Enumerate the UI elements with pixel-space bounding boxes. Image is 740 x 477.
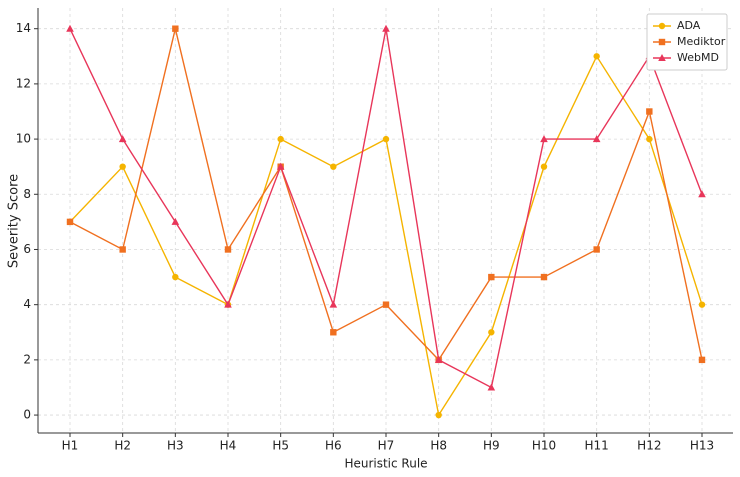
marker [658, 54, 666, 61]
marker [434, 355, 443, 363]
marker [658, 38, 666, 46]
marker [487, 383, 496, 391]
marker [698, 356, 706, 364]
legend-label: WebMD [677, 51, 719, 64]
marker [540, 135, 548, 143]
x-tick-label: H4 [220, 439, 237, 453]
marker [698, 301, 706, 308]
marker [224, 246, 232, 253]
y-tick-label: 6 [23, 242, 31, 256]
x-tick-label: H1 [62, 439, 79, 453]
x-tick-label: H6 [325, 439, 342, 453]
y-tick-label: 14 [16, 21, 31, 35]
x-tick-label: H7 [378, 439, 395, 453]
marker [382, 135, 390, 143]
x-tick-label: H9 [483, 439, 500, 453]
marker [435, 411, 442, 419]
marker [646, 135, 653, 143]
marker [593, 53, 600, 60]
y-tick-label: 10 [16, 132, 31, 146]
marker [540, 163, 548, 170]
x-tick-label: H8 [430, 439, 447, 453]
marker [488, 273, 495, 281]
marker [329, 300, 338, 308]
marker [646, 108, 653, 115]
marker [540, 273, 548, 281]
y-tick-label: 12 [16, 76, 31, 90]
x-tick-label: H2 [114, 439, 131, 453]
x-tick-label: H3 [167, 439, 184, 453]
marker [66, 218, 74, 226]
y-tick-label: 4 [23, 297, 31, 311]
y-tick-label: 0 [23, 408, 31, 422]
marker [119, 246, 126, 253]
x-tick-label: H13 [690, 439, 714, 453]
marker [224, 300, 232, 308]
marker [171, 217, 180, 225]
legend-label: Mediktor [677, 35, 726, 48]
legend-box [646, 13, 728, 71]
marker [66, 24, 74, 32]
marker [172, 25, 179, 32]
marker [658, 22, 666, 30]
legend: ADA Mediktor WebMD [646, 13, 728, 71]
marker [277, 135, 284, 143]
marker [488, 329, 495, 336]
marker [172, 273, 179, 281]
x-tick-label: H10 [532, 439, 556, 453]
marker [276, 162, 285, 170]
marker [118, 135, 127, 143]
x-tick-label: H12 [637, 439, 661, 453]
marker [698, 190, 706, 198]
marker [382, 301, 390, 308]
marker [382, 24, 390, 32]
x-tick-label: H5 [272, 439, 289, 453]
marker [330, 163, 337, 170]
y-tick-label: 8 [23, 187, 31, 201]
marker [119, 163, 126, 170]
x-axis-label: Heuristic Rule [344, 457, 427, 471]
y-axis-label: Severity Score [7, 174, 22, 268]
marker [593, 246, 600, 253]
marker [330, 329, 337, 336]
y-tick-label: 2 [23, 352, 31, 366]
marker [592, 135, 601, 143]
legend-label: ADA [677, 19, 701, 32]
x-tick-label: H11 [585, 439, 609, 453]
